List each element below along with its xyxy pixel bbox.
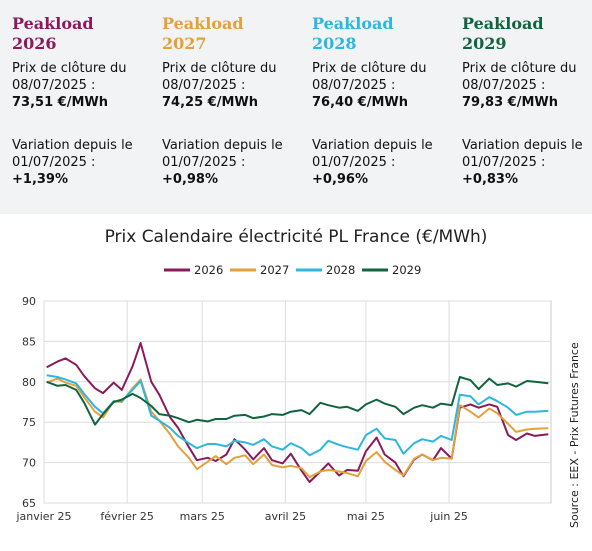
card-title: Peakload 2029: [462, 14, 544, 53]
x-tick-label: avril 25: [265, 510, 306, 523]
x-tick-label: février 25: [100, 510, 154, 523]
x-tick-label: mars 25: [180, 510, 225, 523]
x-tick-label: janvier 25: [15, 510, 71, 523]
card-title: Peakload 2027: [162, 14, 244, 53]
variation-label: Variation depuis le 01/07/2025 :: [162, 138, 283, 170]
x-tick-label: mai 25: [347, 510, 385, 523]
summary-card-2028: Peakload 2028 Prix de clôture du 08/07/2…: [312, 14, 458, 188]
y-tick-label: 80: [22, 376, 36, 389]
y-tick-label: 90: [22, 295, 36, 308]
x-tick-label: juin 25: [429, 510, 468, 523]
card-title: Peakload 2026: [12, 14, 94, 53]
y-tick-label: 75: [22, 416, 36, 429]
variation-label: Variation depuis le 01/07/2025 :: [462, 138, 583, 170]
close-price-label: Prix de clôture du 08/07/2025 :: [162, 61, 277, 93]
y-tick-label: 70: [22, 457, 36, 470]
legend-label-2026: 2026: [194, 263, 223, 277]
summary-panel: Peakload 2026 Prix de clôture du 08/07/2…: [0, 0, 592, 214]
legend-label-2028: 2028: [326, 263, 355, 277]
variation-value: +0,98%: [162, 172, 218, 187]
close-price-label: Prix de clôture du 08/07/2025 :: [312, 61, 427, 93]
close-price-value: 74,25 €/MWh: [162, 95, 258, 110]
close-price-label: Prix de clôture du 08/07/2025 :: [12, 61, 127, 93]
variation-value: +1,39%: [12, 172, 68, 187]
y-tick-label: 85: [22, 335, 36, 348]
series-line-2028: [46, 374, 549, 457]
summary-card-2026: Peakload 2026 Prix de clôture du 08/07/2…: [12, 14, 158, 188]
legend-label-2027: 2027: [260, 263, 289, 277]
summary-card-2027: Peakload 2027 Prix de clôture du 08/07/2…: [162, 14, 308, 188]
variation-label: Variation depuis le 01/07/2025 :: [12, 138, 133, 170]
legend-label-2029: 2029: [392, 263, 421, 277]
source-note: Source : EEX - Prix Futures France: [568, 342, 581, 528]
variation-label: Variation depuis le 01/07/2025 :: [312, 138, 433, 170]
close-price-value: 79,83 €/MWh: [462, 95, 558, 110]
summary-card-2029: Peakload 2029 Prix de clôture du 08/07/2…: [462, 14, 592, 188]
chart-title: Prix Calendaire électricité PL France (€…: [104, 227, 488, 247]
variation-value: +0,83%: [462, 172, 518, 187]
close-price-label: Prix de clôture du 08/07/2025 :: [462, 61, 577, 93]
series-line-2029: [46, 376, 549, 426]
variation-value: +0,96%: [312, 172, 368, 187]
close-price-value: 73,51 €/MWh: [12, 95, 108, 110]
card-title: Peakload 2028: [312, 14, 394, 53]
y-tick-label: 65: [22, 497, 36, 510]
close-price-value: 76,40 €/MWh: [312, 95, 408, 110]
